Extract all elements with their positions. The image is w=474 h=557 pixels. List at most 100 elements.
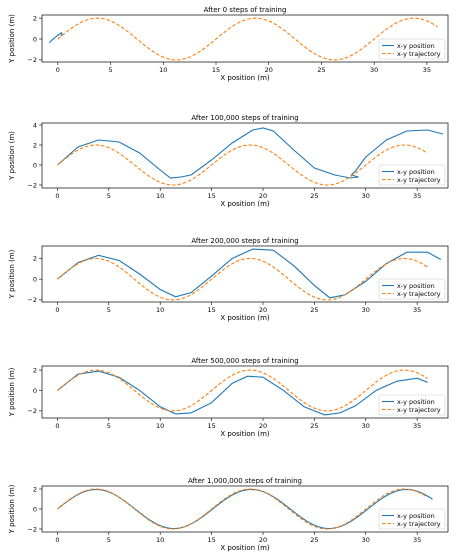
x-tick-label: 0 — [55, 536, 59, 544]
y-tick-label: 0 — [33, 505, 37, 513]
x-tick-label: 35 — [423, 66, 431, 74]
plot-frame — [41, 365, 449, 419]
y-tick-label: 2 — [33, 255, 37, 263]
x-tick-label: 30 — [362, 422, 370, 430]
y-axis-label: Y position (m) — [8, 367, 16, 417]
legend-label: x-y position — [397, 168, 435, 176]
x-tick-label: 35 — [413, 536, 421, 544]
x-tick-label: 10 — [156, 306, 164, 314]
chart-title: After 1,000,000 steps of training — [188, 477, 302, 485]
trajectory-line — [57, 144, 428, 186]
x-tick-label: 30 — [362, 192, 370, 200]
legend-label: x-y trajectory — [397, 50, 441, 58]
x-tick-label: 15 — [212, 66, 220, 74]
x-tick-label: 25 — [310, 422, 318, 430]
position-line — [57, 370, 428, 416]
x-tick-label: 15 — [207, 422, 215, 430]
x-axis-label: X position (m) — [220, 430, 270, 438]
x-tick-label: 25 — [310, 536, 318, 544]
y-tick-label: 2 — [33, 141, 37, 149]
x-tick-label: 5 — [107, 306, 111, 314]
position-line — [57, 127, 443, 179]
legend-label: x-y position — [397, 282, 435, 290]
x-tick-label: 30 — [362, 536, 370, 544]
legend-label: x-y position — [397, 512, 435, 520]
plot-frame — [41, 14, 449, 63]
x-tick-label: 20 — [259, 192, 267, 200]
chart-panel: After 1,000,000 steps of training 0 5 10 15 2… — [8, 477, 449, 552]
x-tick-label: 5 — [107, 422, 111, 430]
y-tick-label: 2 — [33, 366, 37, 374]
x-axis-label: X position (m) — [220, 544, 270, 552]
y-tick-label: −2 — [27, 407, 37, 415]
x-tick-label: 20 — [259, 422, 267, 430]
y-axis-label: Y position (m) — [8, 14, 16, 64]
chart-title: After 200,000 steps of training — [191, 237, 298, 245]
y-tick-label: 0 — [33, 275, 37, 283]
x-tick-label: 20 — [259, 536, 267, 544]
x-tick-label: 0 — [55, 306, 59, 314]
plot-frame — [41, 245, 449, 303]
trajectory-line — [57, 488, 428, 530]
x-tick-label: 35 — [413, 422, 421, 430]
x-tick-label: 10 — [156, 192, 164, 200]
y-axis-label: Y position (m) — [8, 484, 16, 534]
y-tick-label: 2 — [33, 485, 37, 493]
x-tick-label: 10 — [156, 536, 164, 544]
x-tick-label: 20 — [259, 306, 267, 314]
y-axis-label: Y position (m) — [8, 131, 16, 181]
x-tick-label: 0 — [55, 422, 59, 430]
x-tick-label: 0 — [56, 66, 60, 74]
x-tick-label: 10 — [156, 422, 164, 430]
x-tick-label: 5 — [107, 536, 111, 544]
x-tick-label: 15 — [207, 306, 215, 314]
legend-box — [378, 508, 446, 530]
x-tick-label: 35 — [413, 306, 421, 314]
y-tick-label: 0 — [33, 35, 37, 43]
x-tick-label: 30 — [370, 66, 378, 74]
position-line — [57, 248, 442, 299]
x-tick-label: 25 — [310, 306, 318, 314]
x-tick-label: 20 — [265, 66, 273, 74]
x-tick-label: 10 — [159, 66, 167, 74]
x-axis-label: X position (m) — [220, 200, 270, 208]
y-axis-label: Y position (m) — [8, 249, 16, 299]
x-axis-label: X position (m) — [220, 314, 270, 322]
x-tick-label: 15 — [207, 536, 215, 544]
position-line — [57, 488, 433, 530]
plot-frame — [41, 122, 449, 189]
legend-box — [378, 38, 446, 60]
chart-title: After 100,000 steps of training — [191, 114, 298, 122]
y-tick-label: −2 — [27, 56, 37, 64]
y-tick-label: −2 — [27, 296, 37, 304]
y-tick-label: 0 — [33, 387, 37, 395]
legend-label: x-y trajectory — [397, 406, 441, 414]
legend-label: x-y trajectory — [397, 520, 441, 528]
chart-title: After 500,000 steps of training — [191, 357, 298, 365]
trajectory-line — [57, 257, 428, 301]
legend-label: x-y trajectory — [397, 290, 441, 298]
legend-box — [378, 394, 446, 416]
legend-box — [378, 164, 446, 186]
x-tick-label: 35 — [413, 192, 421, 200]
x-axis-label: X position (m) — [220, 74, 270, 82]
y-tick-label: 0 — [33, 161, 37, 169]
position-line — [48, 31, 63, 44]
legend-label: x-y trajectory — [397, 176, 441, 184]
x-tick-label: 5 — [107, 192, 111, 200]
y-tick-label: −2 — [27, 181, 37, 189]
y-tick-label: 2 — [33, 14, 37, 22]
y-tick-label: −2 — [27, 525, 37, 533]
legend-box — [378, 278, 446, 300]
legend-label: x-y position — [397, 398, 435, 406]
